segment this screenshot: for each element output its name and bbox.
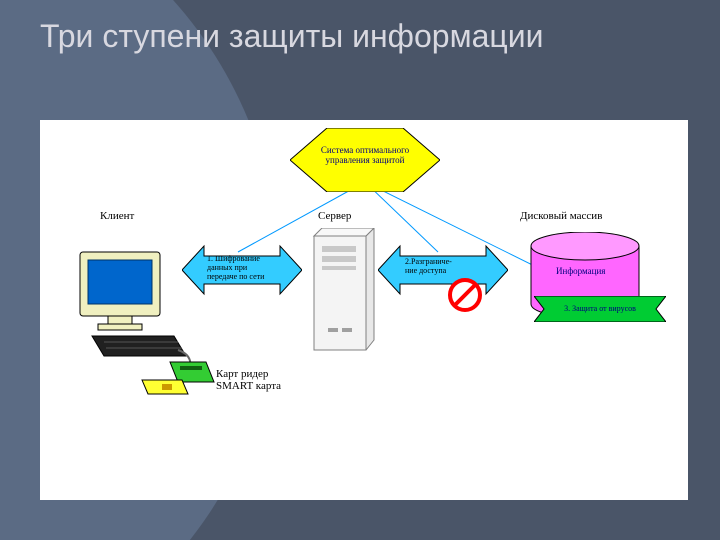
client-pc — [74, 246, 224, 406]
card-label-l2: SMART карта — [216, 380, 281, 392]
card-reader-label: Карт ридер SMART карта — [216, 368, 281, 392]
slide-root: Три ступени защиты информации Система оп… — [0, 0, 720, 540]
arrow2-l2: ние доступа — [405, 266, 446, 275]
arrow-step-2-text: 2.Разграниче- ние доступа — [405, 257, 475, 275]
hexagon-text: Система оптимального управления защитой — [298, 146, 432, 166]
label-client: Клиент — [100, 210, 134, 222]
server-tower — [306, 228, 378, 356]
diagram-canvas: Система оптимального управления защитой … — [40, 120, 688, 500]
card-label-l1: Карт ридер — [216, 368, 268, 380]
hex-line-1: Система оптимального — [321, 145, 409, 155]
no-entry-icon — [448, 278, 482, 312]
label-server: Сервер — [318, 210, 351, 222]
slide-title: Три ступени защиты информации — [40, 18, 543, 55]
arrow2-l1: 2.Разграниче- — [405, 257, 452, 266]
ribbon-step-3-text: 3. Защита от вирусов — [544, 304, 656, 313]
hex-line-2: управления защитой — [326, 155, 405, 165]
label-storage: Дисковый массив — [520, 210, 602, 222]
storage-label: Информация — [556, 266, 605, 276]
